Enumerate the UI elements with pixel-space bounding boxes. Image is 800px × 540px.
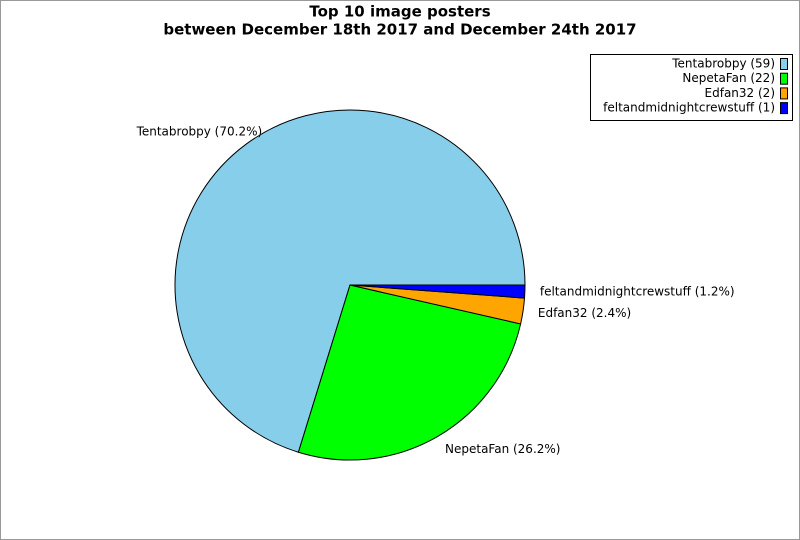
- legend-label: NepetaFan (22): [682, 71, 775, 85]
- chart-title: Top 10 image posters: [309, 3, 490, 21]
- slice-label: Edfan32 (2.4%): [538, 306, 631, 320]
- slice-label: Tentabrobpy (70.2%): [136, 125, 263, 139]
- legend-label: feltandmidnightcrewstuff (1): [603, 101, 775, 115]
- pie-slice: [174, 109, 526, 453]
- legend-label: Edfan32 (2): [705, 86, 775, 100]
- legend-box: [590, 54, 793, 121]
- legend-swatch: [780, 72, 788, 85]
- legend-swatch: [780, 58, 788, 70]
- pie-slice: [349, 284, 526, 299]
- slice-label: feltandmidnightcrewstuff (1.2%): [540, 285, 735, 299]
- legend-label: Tentabrobpy (59): [671, 57, 775, 71]
- legend-swatch: [780, 102, 788, 115]
- legend-swatch: [780, 87, 788, 100]
- pie-slice: [297, 284, 522, 461]
- chart-subtitle: between December 18th 2017 and December …: [163, 21, 636, 39]
- slice-label: NepetaFan (26.2%): [445, 442, 560, 456]
